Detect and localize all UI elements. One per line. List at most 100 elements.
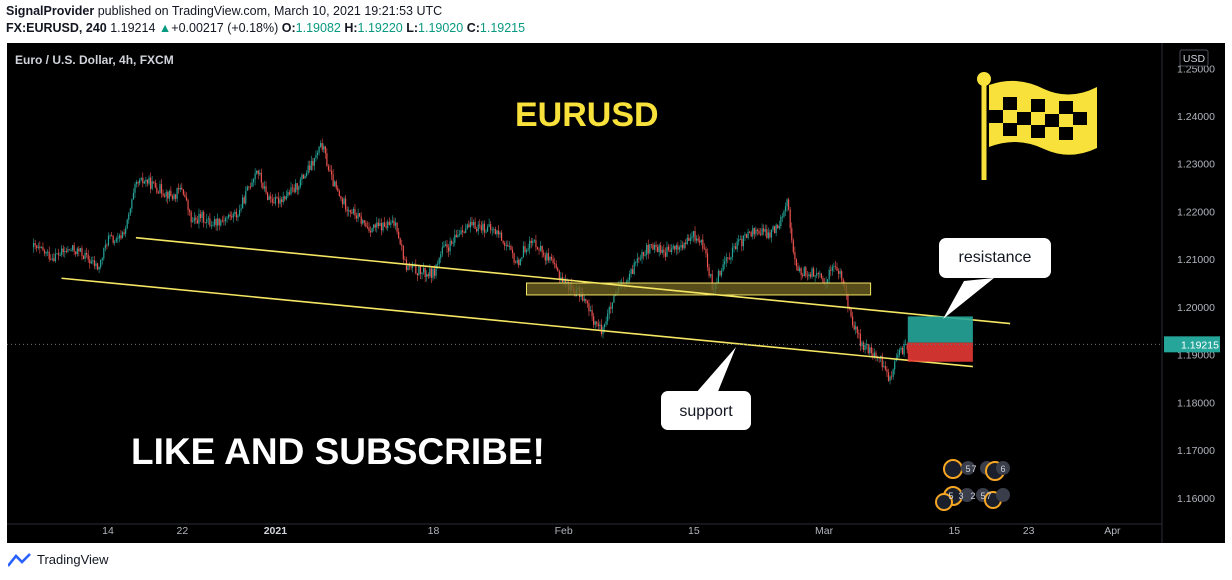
candle-body — [103, 247, 105, 259]
candle-body — [564, 278, 567, 284]
candle-body — [491, 229, 493, 231]
candle-body — [725, 257, 727, 262]
candle-body — [318, 146, 320, 153]
x-tick-label: Mar — [815, 525, 834, 537]
candle-body — [429, 268, 431, 277]
candle-body — [558, 271, 560, 280]
candle-body — [440, 254, 442, 259]
currency-button[interactable]: USD — [1179, 49, 1209, 67]
candle-body — [87, 254, 89, 260]
candle-body — [121, 232, 124, 239]
candle-body — [320, 143, 322, 147]
candle-body — [238, 209, 241, 216]
x-tick-label: Apr — [1104, 525, 1121, 537]
candle-body — [861, 342, 863, 347]
candle-body — [550, 256, 553, 260]
candle-body — [118, 235, 120, 239]
price-tag — [1164, 336, 1220, 353]
chart-panel[interactable]: Euro / U.S. Dollar, 4h, FXCM EURUSD LIKE… — [7, 43, 1225, 543]
candle-body — [86, 252, 88, 255]
candle-body — [245, 190, 247, 204]
candle-body — [256, 170, 258, 174]
candle-body — [674, 245, 676, 250]
candle-body — [107, 235, 110, 246]
candle-body — [132, 192, 135, 200]
candle-body — [875, 352, 877, 358]
candle-body — [349, 210, 351, 213]
candle-body — [106, 244, 108, 246]
candle-body — [162, 193, 164, 196]
x-tick-label: 15 — [688, 525, 700, 537]
footer-brand[interactable]: TradingView — [8, 552, 109, 567]
candle-body — [360, 216, 362, 224]
candle-body — [435, 264, 437, 276]
candle-body — [672, 245, 674, 249]
candle-body — [703, 248, 705, 250]
candle-body — [502, 240, 504, 243]
candle-body — [146, 179, 149, 184]
y-tick-label: 1.18000 — [1177, 397, 1215, 409]
candle-body — [730, 257, 732, 260]
author-name[interactable]: SignalProvider — [6, 4, 95, 18]
candle-body — [541, 245, 543, 253]
candle-body — [34, 243, 36, 246]
overlays-group — [7, 236, 1162, 368]
candle-body — [722, 264, 724, 271]
candle-body — [864, 344, 866, 350]
candle-body — [738, 239, 740, 242]
candle-body — [597, 323, 599, 327]
candle-body — [274, 196, 276, 204]
candle-body — [538, 249, 540, 251]
candle-body — [220, 220, 222, 226]
candle-body — [741, 239, 743, 247]
candle-body — [472, 221, 475, 226]
candle-body — [218, 218, 220, 226]
candle-body — [836, 267, 838, 271]
candle-body — [210, 225, 213, 227]
candle-body — [842, 279, 844, 286]
candle-body — [368, 227, 370, 232]
candle-body — [841, 271, 843, 280]
candle-body — [252, 179, 255, 183]
candle-body — [508, 246, 510, 247]
candle-body — [351, 212, 353, 214]
candle-body — [749, 231, 751, 233]
candle-body — [653, 244, 656, 250]
candle-body — [891, 376, 893, 378]
price-change: +0.00217 (+0.18%) — [171, 21, 279, 35]
candle-body — [81, 248, 83, 256]
candle-body — [182, 189, 184, 195]
chart-canvas[interactable]: Euro / U.S. Dollar, 4h, FXCM EURUSD LIKE… — [7, 43, 1225, 543]
candle-body — [363, 220, 365, 223]
candle-body — [185, 197, 188, 201]
candle-body — [847, 294, 849, 307]
candle-body — [224, 218, 227, 222]
candle-body — [859, 334, 861, 347]
candle-body — [357, 213, 359, 219]
candle-body — [408, 265, 411, 267]
candle-body — [897, 354, 899, 358]
candle-body — [678, 247, 681, 250]
candle-body — [775, 224, 777, 234]
tradingview-logo-icon — [8, 552, 31, 567]
candle-body — [404, 259, 406, 261]
candle-body — [407, 265, 409, 271]
candle-body — [418, 266, 420, 276]
candle-body — [837, 270, 840, 274]
candle-body — [607, 313, 609, 322]
candle-body — [125, 228, 127, 234]
candle-body — [711, 274, 713, 291]
candle-body — [126, 219, 128, 229]
candle-body — [384, 222, 386, 227]
candle-body — [89, 259, 91, 264]
candle-body — [465, 228, 467, 233]
currency-label[interactable]: USD — [1183, 53, 1206, 65]
candle-body — [805, 267, 807, 276]
candle-body — [490, 224, 492, 231]
candle-body — [345, 198, 347, 210]
candle-body — [293, 188, 295, 193]
candle-body — [655, 244, 657, 247]
candle-body — [688, 237, 690, 241]
candle-body — [390, 222, 392, 225]
